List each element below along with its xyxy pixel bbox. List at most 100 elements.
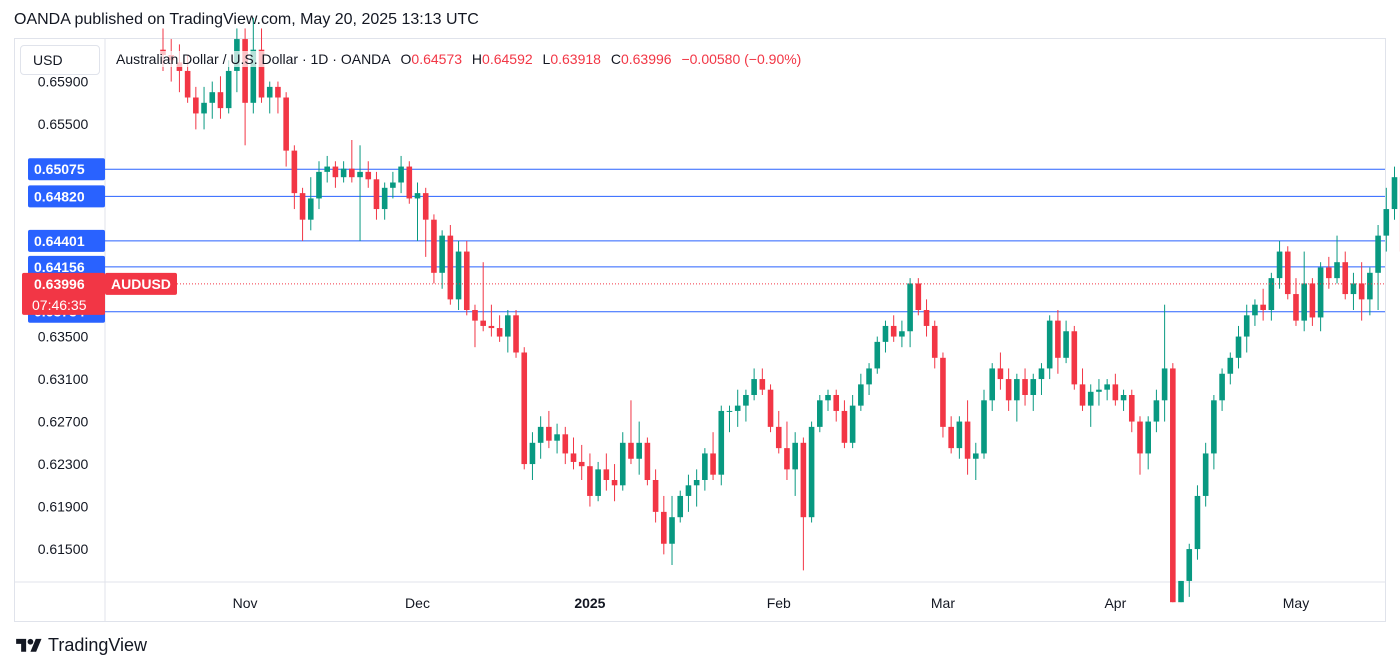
candle-body	[1391, 177, 1398, 210]
candle	[1096, 379, 1102, 406]
candle	[209, 81, 216, 119]
candle-body	[217, 92, 224, 109]
candle-body	[365, 171, 372, 180]
candle-body	[472, 310, 478, 321]
high-label: H	[471, 51, 483, 67]
candle-body	[1071, 331, 1078, 385]
candle-body	[734, 405, 741, 411]
candle-body	[595, 469, 601, 496]
candle-body	[184, 70, 191, 98]
candle	[1104, 379, 1110, 401]
candle-body	[554, 434, 560, 441]
candle-body	[1235, 336, 1242, 358]
candle-body	[1112, 384, 1119, 401]
candle-body	[1202, 453, 1209, 496]
time-tick-label: Feb	[767, 595, 791, 611]
currency-button[interactable]: USD	[20, 45, 100, 75]
close-label: C	[610, 51, 621, 67]
candle	[513, 310, 519, 358]
candle-body	[570, 453, 577, 462]
candle	[1317, 262, 1324, 332]
candle	[521, 347, 528, 470]
low-label: L	[542, 51, 551, 67]
tradingview-logo-text: TradingView	[48, 635, 148, 655]
candle	[1358, 262, 1365, 321]
candle-body	[266, 86, 273, 98]
candle-body	[1326, 267, 1332, 279]
candle	[365, 161, 372, 188]
candle-body	[1005, 379, 1012, 401]
candle-body	[858, 384, 864, 406]
candle-body	[1219, 373, 1225, 401]
candle	[488, 304, 495, 337]
price-tick-label: 0.61500	[38, 541, 89, 557]
candle	[193, 86, 199, 130]
candle	[866, 363, 872, 395]
candle-body	[603, 469, 610, 480]
level-price-label: 0.65075	[28, 158, 105, 181]
candle-body	[874, 341, 881, 369]
candle	[283, 92, 289, 167]
candle	[324, 155, 330, 183]
candle	[1153, 389, 1160, 433]
candle-body	[989, 368, 996, 401]
candle	[357, 145, 363, 241]
change-value: −0.00580 (−0.90%)	[681, 51, 802, 67]
candle	[603, 453, 610, 491]
candle-body	[381, 187, 388, 210]
candle-body	[956, 421, 963, 449]
candle-body	[644, 442, 651, 480]
candle-body	[1128, 395, 1135, 422]
candle	[1202, 442, 1209, 507]
candle	[1301, 251, 1307, 332]
candle	[381, 182, 388, 220]
candle-body	[562, 434, 569, 454]
candle-body	[685, 485, 692, 496]
candle-body	[587, 466, 593, 496]
candle	[431, 214, 437, 284]
level-label-bg	[28, 255, 105, 278]
candle-body	[1145, 421, 1151, 454]
candle-body	[1022, 379, 1028, 395]
candle-body	[899, 331, 905, 337]
candle-body	[578, 461, 585, 467]
candle-body	[332, 166, 339, 178]
candle	[685, 474, 692, 512]
candle-body	[849, 405, 856, 443]
candle	[726, 405, 733, 433]
candle-body	[1367, 272, 1373, 300]
published-caption: OANDA published on TradingView.com, May …	[14, 11, 479, 28]
candle-body	[414, 193, 421, 199]
level-label-bg	[28, 158, 105, 181]
candle	[1293, 278, 1299, 326]
candle	[316, 161, 322, 210]
candle	[299, 187, 306, 241]
candle	[422, 187, 429, 257]
candle	[792, 432, 798, 496]
candle-body	[422, 193, 429, 220]
candle-body	[324, 166, 330, 172]
candle-body	[463, 251, 470, 310]
candle	[1235, 325, 1242, 369]
candle	[858, 373, 864, 411]
candle	[800, 437, 807, 571]
candle	[808, 421, 815, 523]
candle-body	[882, 325, 889, 342]
candle-body	[1301, 283, 1307, 321]
candle	[882, 320, 889, 353]
candle	[751, 368, 757, 401]
candle-body	[1079, 384, 1086, 406]
high-value: 0.64592	[482, 51, 533, 67]
candle-body	[702, 453, 708, 480]
candle-body	[193, 97, 199, 114]
candle	[619, 432, 626, 491]
candle	[1243, 304, 1250, 353]
level-price-label: 0.64401	[28, 229, 105, 252]
candle	[817, 395, 823, 433]
candle-body	[825, 395, 831, 401]
candle	[406, 161, 413, 204]
tradingview-logo[interactable]: TradingView	[14, 635, 147, 656]
price-labels: 0.650750.648200.644010.641560.637340.639…	[22, 158, 177, 323]
candle-body	[1252, 304, 1258, 316]
